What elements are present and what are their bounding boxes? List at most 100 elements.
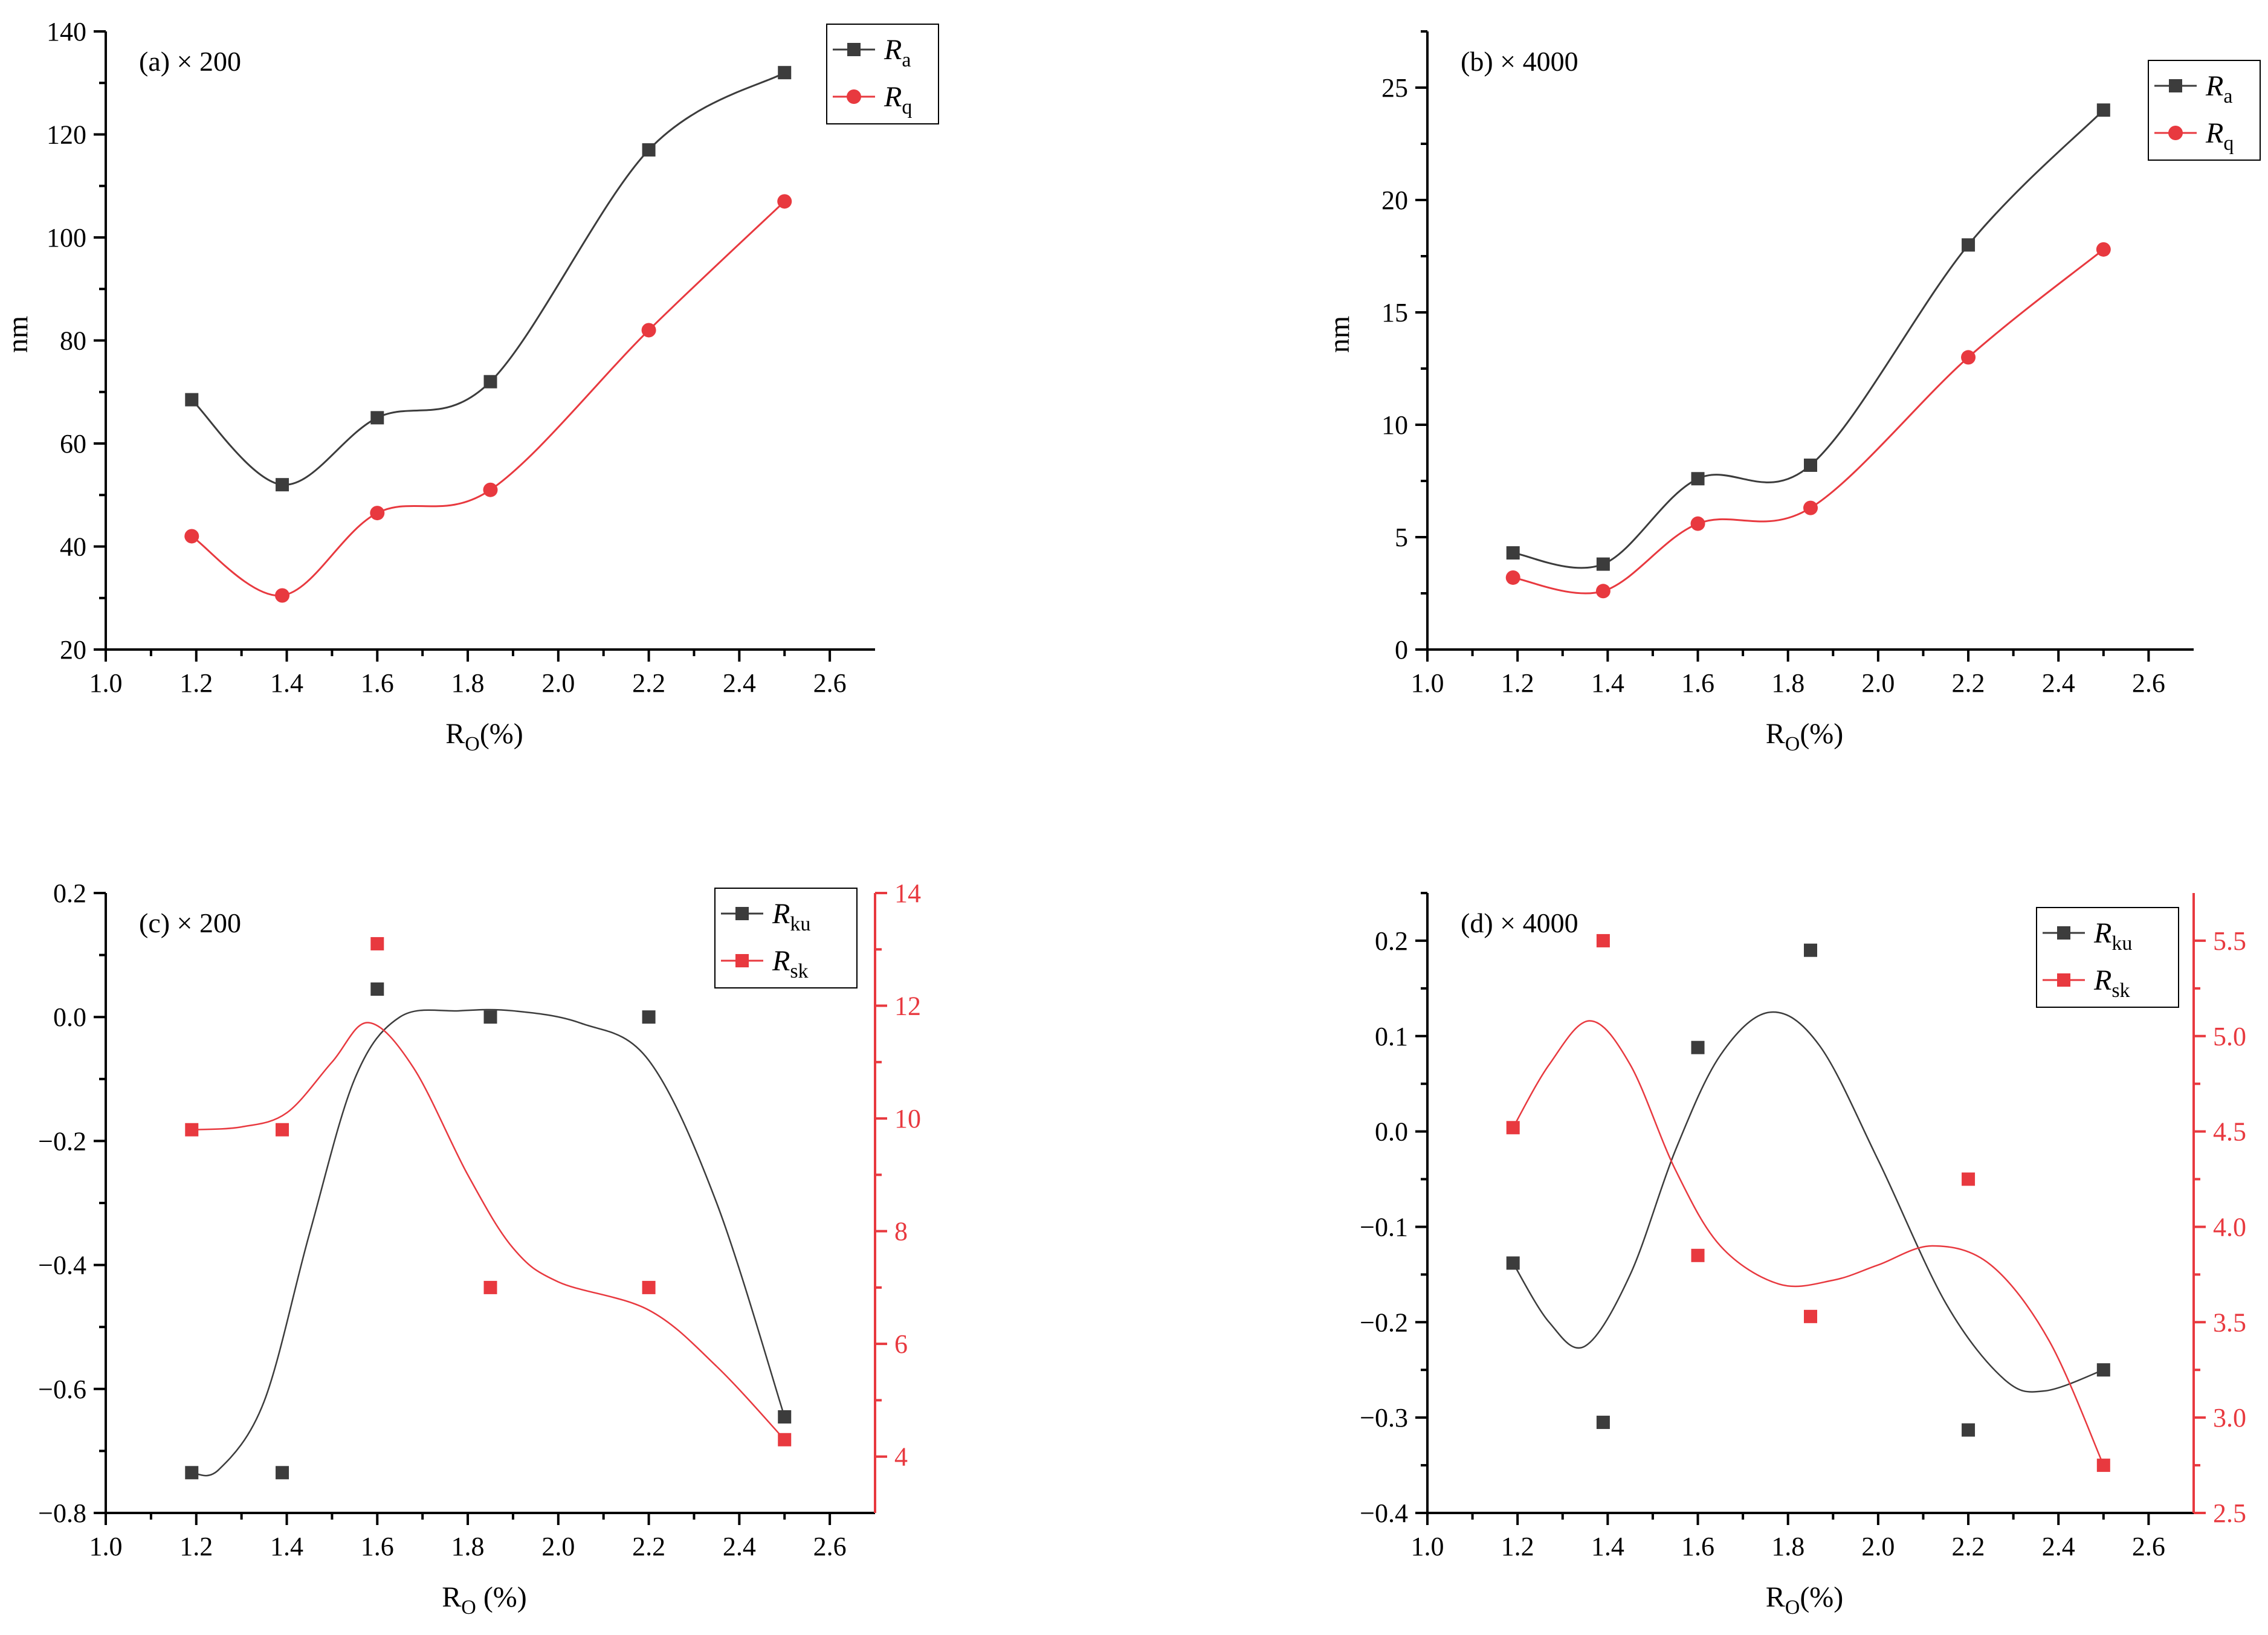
subscript: q: [902, 96, 912, 118]
series-line: [191, 201, 786, 597]
subscript: O: [461, 1596, 476, 1619]
x-tick-label: 1.6: [361, 1532, 394, 1561]
y-axis-title: nm: [1323, 316, 1355, 353]
data-point: [642, 143, 656, 157]
data-point: [1506, 1121, 1520, 1135]
x-axis-title: RO(%): [1766, 718, 1844, 755]
data-point: [370, 506, 385, 521]
y-tick-label: −0.4: [38, 1251, 86, 1280]
y-tick-label: 25: [1381, 73, 1408, 103]
suffix: (%): [480, 718, 523, 750]
data-point: [2096, 1363, 2110, 1377]
chart-panel-a: 1.0 1.2 1.4 1.6 1.8 2.0 2.2 2.4 2.6 20 40 60 80 100 12…: [2, 17, 939, 755]
x-tick-label: 2.4: [723, 1532, 756, 1561]
x-tick-label: 1.8: [451, 1532, 485, 1561]
y2-tick-label: 3.0: [2213, 1403, 2246, 1433]
y2-tick-label: 12: [894, 992, 921, 1021]
data-point: [1505, 570, 1520, 585]
data-point: [184, 529, 199, 544]
x-tick-label: 1.4: [1591, 668, 1624, 698]
data-point: [275, 588, 290, 603]
y-tick-label: −0.2: [38, 1126, 86, 1156]
panel-label: (d) × 4000: [1461, 908, 1578, 938]
data-point: [1962, 1423, 1976, 1437]
chart-panel-b: 1.0 1.2 1.4 1.6 1.8 2.0 2.2 2.4 2.6 0 5 10 15 20 25 RO(…: [1323, 30, 2261, 755]
data-point: [1596, 1416, 1610, 1430]
data-point: [185, 1466, 199, 1480]
y2-tick-label: 8: [894, 1217, 908, 1246]
y-tick-label: 0.2: [53, 879, 86, 908]
legend-marker: [2057, 973, 2070, 987]
data-point: [1962, 1172, 1976, 1186]
y-tick-label: −0.2: [1360, 1308, 1408, 1337]
data-point: [642, 1280, 656, 1294]
y2-tick-label: 4: [894, 1442, 908, 1472]
y-tick-label: 0.0: [1375, 1117, 1408, 1147]
y-tick-label: 10: [1381, 410, 1408, 440]
subscript: ku: [790, 913, 810, 935]
y2-tick-label: 5.0: [2213, 1022, 2246, 1051]
legend-marker: [2168, 126, 2183, 140]
subscript: O: [1785, 733, 1800, 755]
legend-box: [714, 888, 858, 988]
x-tick-label: 2.0: [541, 1532, 575, 1561]
series-Rku: [185, 982, 792, 1480]
data-point: [642, 1010, 656, 1024]
data-point: [1506, 546, 1520, 560]
data-point: [370, 982, 384, 996]
series-line: [191, 71, 785, 486]
series-Rsk: [1506, 934, 2110, 1472]
data-point: [483, 482, 498, 497]
data-point: [483, 1280, 497, 1294]
panel-label: (c) × 200: [139, 908, 241, 938]
data-point: [2096, 242, 2111, 257]
series-line: [1513, 109, 2104, 569]
data-point: [276, 1466, 289, 1480]
subscript: O: [1785, 1596, 1800, 1619]
legend-box: [2148, 60, 2261, 161]
data-point: [778, 66, 792, 80]
y-tick-label: 0.2: [1375, 926, 1408, 956]
y-tick-label: −0.3: [1360, 1403, 1408, 1433]
y-tick-label: 20: [60, 635, 86, 665]
legend-label: Ra: [884, 34, 911, 71]
series-Rq: [1505, 242, 2111, 599]
x-tick-label: 2.4: [2042, 668, 2075, 698]
series-line: [192, 1008, 786, 1477]
data-point: [1506, 1256, 1520, 1270]
y2-tick-label: 4.5: [2213, 1117, 2246, 1147]
legend-marker: [847, 89, 861, 104]
data-point: [641, 323, 656, 338]
data-point: [778, 1410, 792, 1424]
data-point: [1596, 557, 1610, 571]
subscript: sk: [790, 960, 808, 982]
data-point: [1691, 1040, 1705, 1054]
y-tick-label: −0.8: [38, 1498, 86, 1528]
x-tick-label: 2.4: [2042, 1532, 2075, 1561]
x-tick-label: 2.4: [723, 668, 756, 698]
x-tick-label: 2.0: [1861, 1532, 1895, 1561]
series-Rq: [184, 194, 792, 603]
subscript: O: [465, 733, 480, 755]
x-tick-label: 2.0: [1861, 668, 1895, 698]
x-tick-label: 1.2: [1501, 1532, 1534, 1561]
x-tick-label: 2.2: [1952, 668, 1985, 698]
y-tick-label: 0: [1395, 635, 1408, 665]
y2-tick-label: 14: [894, 879, 921, 908]
data-point: [483, 1010, 497, 1024]
data-point: [370, 411, 384, 425]
legend-box: [826, 24, 939, 124]
data-point: [185, 1123, 199, 1137]
y-tick-label: 140: [47, 17, 86, 47]
data-point: [1803, 500, 1818, 515]
subscript: q: [2223, 132, 2234, 155]
data-point: [1596, 934, 1610, 947]
x-tick-label: 1.6: [1681, 1532, 1714, 1561]
data-point: [1804, 943, 1817, 957]
legend-marker: [735, 907, 749, 920]
